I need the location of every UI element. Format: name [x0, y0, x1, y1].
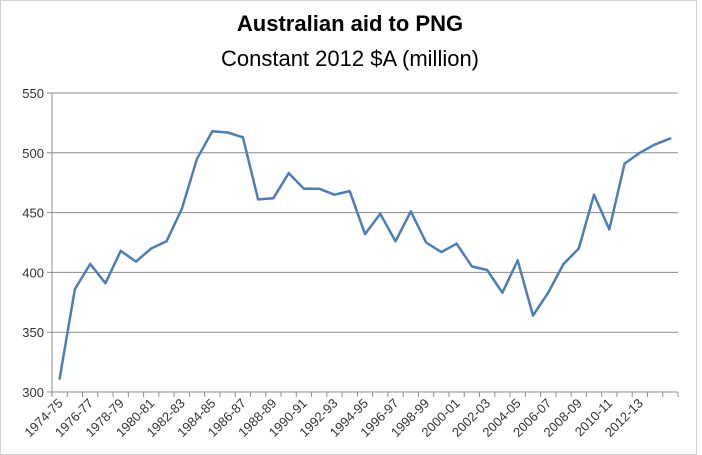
data-point — [485, 268, 489, 272]
y-tick-label: 300 — [22, 385, 44, 400]
data-point — [455, 242, 458, 245]
data-point — [394, 240, 397, 243]
data-point — [363, 232, 367, 236]
data-point — [501, 291, 504, 294]
data-point — [577, 247, 580, 250]
data-point — [409, 210, 413, 213]
data-point — [623, 162, 626, 165]
y-tick-label: 500 — [22, 146, 44, 161]
data-point — [272, 197, 275, 200]
y-tick-label: 350 — [22, 325, 44, 340]
data-point — [104, 281, 107, 285]
data-point — [165, 240, 168, 243]
data-point — [287, 171, 290, 175]
data-point — [470, 265, 474, 268]
data-point — [256, 198, 260, 201]
data-point — [653, 143, 657, 146]
data-point — [317, 187, 321, 190]
y-tick-label: 400 — [22, 265, 44, 280]
chart-subtitle: Constant 2012 $A (million) — [221, 46, 479, 71]
data-point — [241, 136, 245, 139]
data-point — [134, 260, 138, 263]
data-point — [638, 151, 642, 154]
data-point — [424, 241, 428, 244]
y-tick-label: 550 — [22, 86, 44, 101]
data-point — [516, 259, 519, 262]
data-point — [608, 228, 611, 231]
y-tick-label: 450 — [22, 206, 44, 221]
data-point — [195, 157, 199, 160]
data-point — [592, 193, 596, 196]
data-point — [73, 287, 77, 291]
data-point — [150, 247, 153, 250]
data-point — [58, 377, 61, 381]
data-point — [379, 212, 382, 215]
data-point — [302, 187, 306, 190]
chart-title: Australian aid to PNG — [237, 11, 463, 36]
data-point — [669, 137, 672, 140]
data-point — [226, 131, 229, 134]
data-point — [531, 314, 535, 317]
data-point — [180, 207, 183, 211]
data-point — [211, 130, 214, 133]
data-point — [333, 193, 336, 196]
data-point — [88, 262, 92, 266]
data-point — [547, 291, 550, 294]
data-point — [119, 249, 122, 253]
data-point — [562, 262, 565, 266]
data-point — [440, 250, 443, 254]
data-point — [348, 189, 351, 193]
